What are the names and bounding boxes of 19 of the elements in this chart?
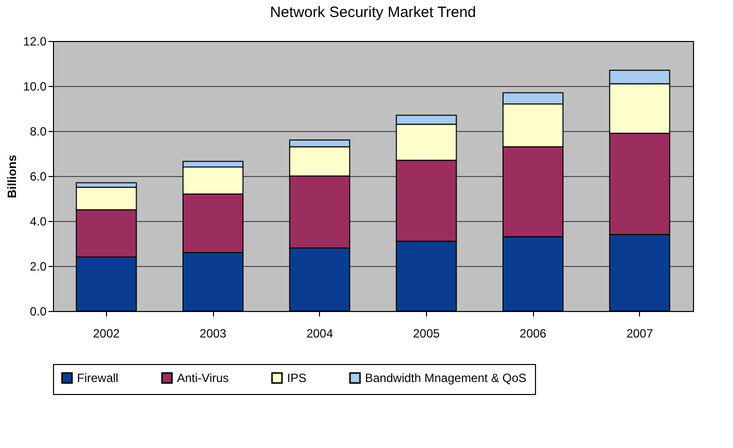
legend-label: Bandwidth Mnagement & QoS [365, 371, 526, 385]
y-tick-label: 10.0 [23, 80, 47, 94]
y-tick-label: 6.0 [30, 170, 47, 184]
x-tick-label: 2005 [412, 326, 440, 340]
x-tick-label: 2002 [92, 326, 120, 340]
chart-title: Network Security Market Trend [270, 4, 476, 21]
x-tick-label: 2003 [200, 326, 227, 340]
x-tick-label: 2004 [306, 326, 334, 340]
legend-label: IPS [287, 371, 306, 385]
y-tick-label: 4.0 [30, 214, 47, 228]
y-axis-title: Billions [5, 154, 20, 198]
x-tick-label: 2006 [520, 326, 547, 340]
y-tick-label: 0.0 [30, 304, 47, 318]
y-tick-label: 8.0 [30, 124, 47, 138]
legend-label: Anti-Virus [177, 371, 229, 385]
y-tick-label: 2.0 [30, 260, 47, 274]
x-tick-label: 2007 [626, 326, 654, 340]
y-tick-label: 12.0 [23, 34, 47, 48]
legend-label: Firewall [77, 371, 118, 385]
